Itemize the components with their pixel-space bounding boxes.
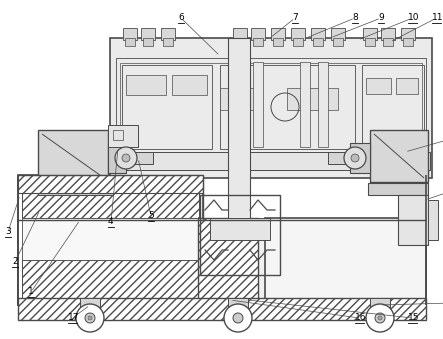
Bar [210, 218, 270, 240]
Text: 3: 3 [5, 227, 11, 237]
Bar [235, 38, 245, 46]
Bar [228, 38, 250, 223]
Circle shape [115, 147, 137, 169]
Bar [126, 75, 166, 95]
Bar [110, 38, 432, 178]
Bar [80, 298, 100, 308]
Text: 15: 15 [408, 314, 420, 322]
Bar [200, 195, 280, 275]
Bar [125, 38, 135, 46]
Circle shape [366, 304, 394, 332]
Bar [398, 195, 428, 245]
Circle shape [76, 304, 104, 332]
Bar [370, 298, 390, 308]
Circle shape [351, 154, 359, 162]
Bar [18, 298, 426, 320]
Bar [396, 78, 418, 94]
Bar [333, 38, 343, 46]
Bar [271, 28, 285, 40]
Bar [108, 125, 138, 147]
Bar [313, 38, 323, 46]
Bar [228, 298, 248, 308]
Circle shape [344, 147, 366, 169]
Bar [38, 183, 113, 195]
Bar [365, 38, 375, 46]
Bar [300, 62, 310, 147]
Bar [363, 28, 377, 40]
Bar [401, 28, 415, 40]
Circle shape [85, 313, 95, 323]
Bar [362, 65, 424, 149]
Bar [163, 38, 173, 46]
Text: 11: 11 [432, 14, 443, 22]
Bar [322, 88, 338, 110]
Text: 1: 1 [28, 287, 34, 297]
Bar [233, 62, 243, 147]
Bar [253, 38, 263, 46]
Bar [18, 175, 203, 193]
Bar [18, 175, 203, 305]
Bar [368, 183, 428, 195]
Bar [22, 260, 199, 302]
Text: 4: 4 [108, 218, 113, 226]
Bar [366, 78, 391, 94]
Bar [220, 88, 236, 110]
Bar [141, 28, 155, 40]
Bar [331, 28, 345, 40]
Bar [120, 63, 422, 153]
Bar [198, 218, 258, 305]
Text: 7: 7 [292, 14, 298, 22]
Bar [240, 88, 256, 110]
Bar [311, 28, 325, 40]
Bar [381, 28, 395, 40]
Text: 2: 2 [12, 258, 18, 266]
Text: 17: 17 [68, 314, 79, 322]
Bar [307, 88, 323, 110]
Bar [161, 28, 175, 40]
Text: 5: 5 [148, 212, 154, 220]
Bar [383, 38, 393, 46]
Bar [350, 143, 370, 173]
Bar [233, 28, 247, 40]
Bar [253, 62, 263, 147]
Bar [18, 220, 426, 305]
Text: 8: 8 [352, 14, 358, 22]
Bar [287, 88, 303, 110]
Bar [251, 28, 265, 40]
Bar [220, 65, 355, 149]
Bar [428, 200, 438, 240]
Bar [120, 152, 430, 170]
Bar [133, 152, 153, 164]
Bar [318, 62, 328, 147]
Bar [172, 75, 207, 95]
Text: 9: 9 [378, 14, 384, 22]
Circle shape [378, 316, 382, 320]
Circle shape [375, 313, 385, 323]
Bar [291, 28, 305, 40]
Circle shape [233, 313, 243, 323]
Bar [38, 130, 108, 182]
Bar [265, 218, 426, 305]
Bar [143, 38, 153, 46]
Bar [293, 38, 303, 46]
Bar [116, 58, 426, 162]
Bar [273, 38, 283, 46]
Bar [122, 65, 212, 149]
Bar [403, 38, 413, 46]
Text: 6: 6 [178, 14, 184, 22]
Text: 16: 16 [355, 314, 366, 322]
Circle shape [224, 304, 252, 332]
Bar [22, 218, 199, 260]
Circle shape [122, 154, 130, 162]
Text: 10: 10 [408, 14, 420, 22]
Bar [328, 152, 350, 164]
Bar [113, 130, 123, 140]
Circle shape [88, 316, 92, 320]
Bar [123, 28, 137, 40]
Bar [22, 178, 199, 218]
Bar [108, 143, 126, 173]
Bar [370, 130, 428, 182]
